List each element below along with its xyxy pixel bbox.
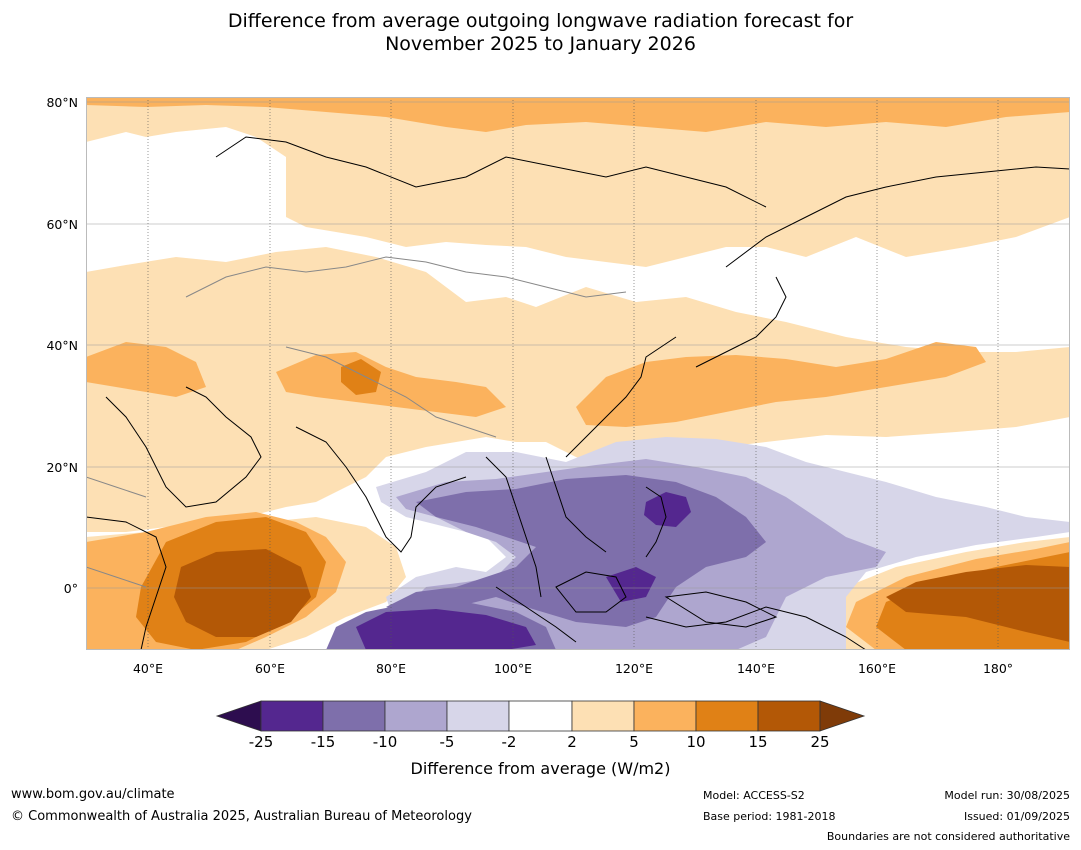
lon-label-40e: 40°E [132, 661, 164, 676]
colorbar-5-10 [633, 700, 697, 732]
field-5-10-arctic [86, 97, 1070, 132]
lat-label-80n: 80°N [46, 95, 78, 110]
lat-label-20n: 20°N [46, 460, 78, 475]
colorbar-m2-2 [508, 700, 573, 732]
country-borders [86, 256, 627, 588]
lon-label-80e: 80°E [375, 661, 407, 676]
colorbar-tick-m5: -5 [439, 733, 455, 751]
coastline-se-asia [485, 456, 607, 598]
colorbar-m10-m5 [384, 700, 448, 732]
field-15-25-east-pacific [886, 565, 1070, 642]
map-frame [86, 97, 1070, 650]
border-south-asia [285, 346, 497, 438]
lon-label-140e: 140°E [736, 661, 775, 676]
issued-date: Issued: 01/09/2025 [963, 810, 1070, 823]
coastline-india [295, 426, 467, 553]
coastline-australia [645, 606, 867, 650]
colorbar-tick-m2: -2 [501, 733, 517, 751]
colorbar-tick-m10: -10 [372, 733, 398, 751]
colorbar-tick-5: 5 [629, 733, 639, 751]
map-title: Difference from average outgoing longwav… [0, 10, 1081, 56]
lon-label-100e: 100°E [493, 661, 532, 676]
boundaries-disclaimer: Boundaries are not considered authoritat… [826, 830, 1070, 843]
lat-label-60n: 60°N [46, 217, 78, 232]
field-10-15-tibet [341, 359, 381, 395]
coastline-arabia [105, 386, 262, 508]
coastline-sumatra [495, 586, 577, 643]
colorbar-10-15 [695, 700, 759, 732]
colorbar-m15-m10 [322, 700, 386, 732]
coastline-arctic [215, 136, 767, 208]
colorbar-extend-high [819, 700, 866, 732]
border-central-asia [185, 256, 627, 298]
field-m25-m15-indonesia [606, 567, 656, 602]
colorbar-extend-low [215, 700, 262, 732]
field-m25-m15-south-indian [356, 609, 536, 650]
lon-label-120e: 120°E [614, 661, 653, 676]
colorbar-m5-m2 [446, 700, 510, 732]
lon-label-60e: 60°E [254, 661, 286, 676]
coastline-china [565, 336, 677, 458]
colorbar-tick-10: 10 [686, 733, 706, 751]
coastline-russia-east [725, 166, 1070, 268]
colorbar-tick-25: 25 [810, 733, 830, 751]
colorbar-15-25 [757, 700, 821, 732]
model-name: Model: ACCESS-S2 [703, 789, 805, 802]
coastline-philippines [645, 486, 667, 558]
colorbar-tick-m25: -25 [248, 733, 274, 751]
website-link[interactable]: www.bom.gov.au/climate [11, 787, 175, 802]
field-5-10-east-asia [576, 342, 986, 427]
title-line-1: Difference from average outgoing longwav… [227, 10, 854, 32]
colorbar-2-5 [571, 700, 635, 732]
colorbar-tick-2: 2 [567, 733, 577, 751]
coastline-new-guinea [664, 591, 778, 628]
coastline-japan [695, 276, 787, 368]
copyright-text: © Commonwealth of Australia 2025, Austra… [11, 809, 472, 824]
colorbar-tick-m15: -15 [310, 733, 336, 751]
field-2-5-central [86, 247, 1070, 532]
colorbar-title: Difference from average (W/m2) [410, 759, 671, 778]
gridlines [86, 97, 1070, 650]
field-5-10-middle-east [86, 342, 206, 397]
field-5-10-central-asia [276, 352, 506, 417]
colorbar-m25-m15 [260, 700, 324, 732]
model-run-date: Model run: 30/08/2025 [944, 789, 1070, 802]
coastlines [86, 136, 1070, 650]
coastline-africa [86, 516, 167, 650]
field-2-5-north [86, 97, 1070, 267]
map-panel [86, 97, 1070, 650]
lon-label-160e: 160°E [857, 661, 896, 676]
coastline-borneo [555, 571, 627, 613]
field-m25-m15-philippines [644, 492, 691, 527]
lat-label-0: 0° [63, 581, 78, 596]
title-line-2: November 2025 to January 2026 [385, 33, 696, 55]
lat-label-40n: 40°N [46, 338, 78, 353]
field-15-25-indian-ocean [174, 549, 311, 637]
olr-anomaly-map [86, 97, 1070, 650]
colorbar-tick-15: 15 [748, 733, 768, 751]
border-africa [86, 476, 147, 588]
lon-label-180: 180° [982, 661, 1014, 676]
base-period: Base period: 1981-2018 [703, 810, 836, 823]
